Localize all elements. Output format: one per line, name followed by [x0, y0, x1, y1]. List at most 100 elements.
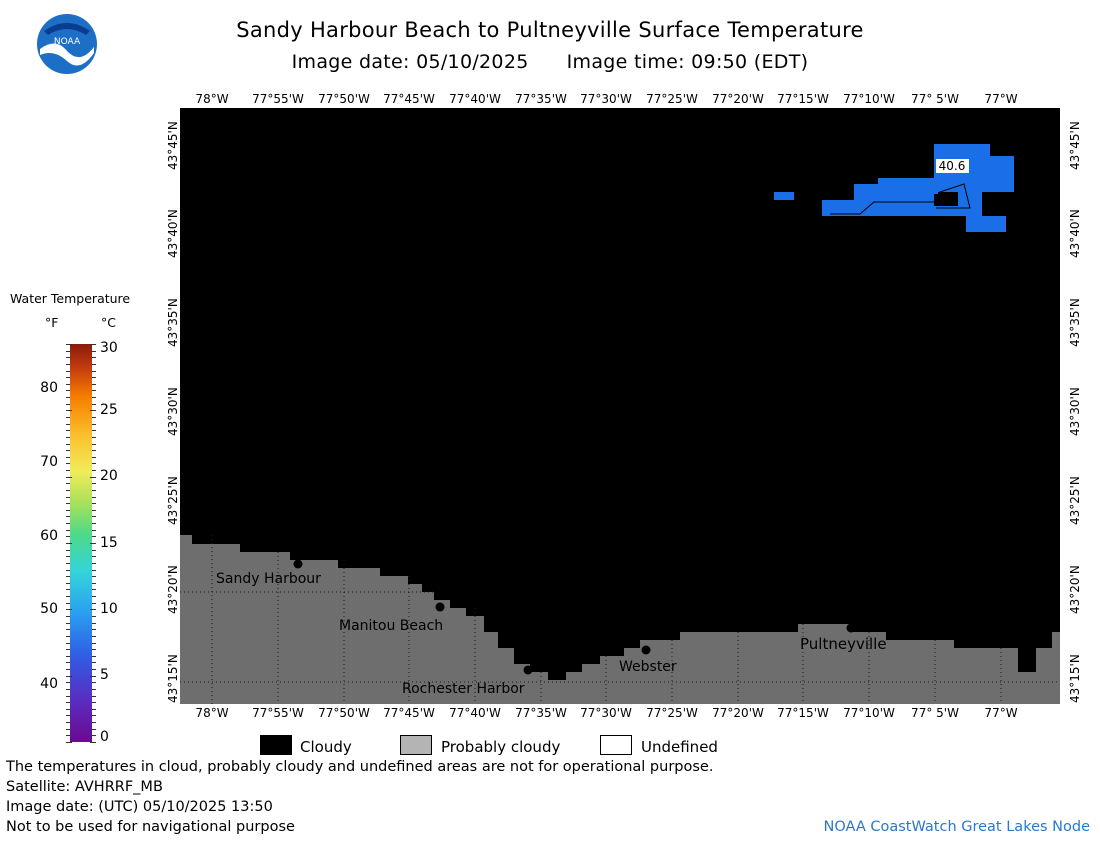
- fahrenheit-tick: 40: [40, 676, 58, 692]
- temperature-color-bar: [70, 344, 92, 742]
- place-label: Pultneyville: [800, 635, 887, 653]
- colorbar-minor-tick: [92, 708, 96, 710]
- colorbar-minor-tick: [92, 503, 96, 505]
- colorbar-minor-tick: [92, 516, 96, 518]
- colorbar-minor-tick: [66, 489, 70, 491]
- celsius-tick: 5: [100, 667, 109, 683]
- colorbar-minor-tick: [92, 403, 96, 405]
- lon-label: 77°10'W: [843, 92, 895, 106]
- lon-label: 77°W: [984, 92, 1018, 106]
- colorbar-minor-tick: [66, 562, 70, 564]
- lon-label: 78°W: [195, 706, 229, 720]
- colorbar-minor-tick: [66, 708, 70, 710]
- lat-label: 43°20'N: [1068, 565, 1082, 614]
- lat-label: 43°30'N: [1068, 387, 1082, 436]
- lat-label: 43°45'N: [1068, 121, 1082, 170]
- colorbar-minor-tick: [66, 622, 70, 624]
- lat-label: 43°30'N: [166, 387, 180, 436]
- colorbar-minor-tick: [66, 556, 70, 558]
- colorbar-minor-tick: [90, 742, 96, 743]
- colorbar-minor-tick: [66, 589, 70, 591]
- lon-label: 77°W: [984, 706, 1018, 720]
- colorbar-minor-tick: [66, 642, 70, 644]
- colorbar-minor-tick: [92, 463, 96, 465]
- colorbar-minor-tick: [92, 377, 96, 379]
- colorbar-minor-tick: [66, 649, 70, 651]
- colorbar-minor-tick: [66, 629, 70, 631]
- colorbar-minor-tick: [66, 370, 70, 372]
- page-title: Sandy Harbour Beach to Pultneyville Surf…: [236, 18, 864, 42]
- colorbar-minor-tick: [66, 363, 70, 365]
- colorbar-minor-tick: [66, 655, 70, 657]
- colorbar-minor-tick: [66, 503, 70, 505]
- colorbar-minor-tick: [92, 536, 96, 538]
- colorbar-minor-tick: [66, 410, 72, 412]
- legend-label-probably-cloudy: Probably cloudy: [441, 738, 561, 756]
- colorbar-minor-tick: [92, 450, 96, 452]
- celsius-tick: 0: [100, 729, 109, 745]
- sst-contour: [830, 183, 971, 215]
- place-label: Webster: [619, 659, 677, 675]
- colorbar-minor-tick: [92, 589, 96, 591]
- colorbar-minor-tick: [66, 543, 72, 544]
- colorbar-minor-tick: [66, 523, 70, 525]
- colorbar-minor-tick: [66, 675, 72, 677]
- colorbar-minor-tick: [66, 350, 70, 352]
- celsius-tick: 30: [100, 340, 118, 356]
- lon-label: 77°30'W: [580, 706, 632, 720]
- colorbar-minor-tick: [92, 363, 96, 365]
- colorbar-minor-tick: [66, 390, 70, 392]
- colorbar-minor-tick: [66, 742, 72, 743]
- colorbar-minor-tick: [66, 357, 70, 359]
- graticule: [180, 535, 1060, 704]
- unit-fahrenheit: °F: [45, 315, 59, 330]
- colorbar-minor-tick: [66, 722, 70, 724]
- legend-label-undefined: Undefined: [641, 738, 718, 756]
- place-label: Manitou Beach: [339, 618, 443, 634]
- colorbar-minor-tick: [92, 622, 96, 624]
- colorbar-minor-tick: [66, 377, 70, 379]
- colorbar-minor-tick: [92, 383, 96, 385]
- colorbar-minor-tick: [66, 483, 70, 485]
- colorbar-minor-tick: [66, 602, 70, 604]
- colorbar-minor-tick: [92, 629, 96, 631]
- colorbar-minor-tick: [66, 430, 70, 432]
- marker-manitou-beach: [435, 602, 445, 612]
- colorbar-minor-tick: [66, 383, 70, 385]
- colorbar-minor-tick: [66, 728, 70, 730]
- image-time: Image time: 09:50 (EDT): [566, 51, 809, 73]
- celsius-tick: 15: [100, 535, 118, 551]
- lon-label: 77°25'W: [646, 706, 698, 720]
- colorbar-minor-tick: [92, 350, 96, 352]
- colorbar-minor-tick: [92, 470, 96, 472]
- logo-text: NOAA: [54, 37, 81, 47]
- colorbar-minor-tick: [92, 669, 96, 671]
- lon-label: 77° 5'W: [911, 706, 959, 720]
- colorbar-minor-tick: [92, 549, 96, 551]
- credit-text: NOAA CoastWatch Great Lakes Node: [823, 819, 1090, 835]
- legend-swatch-probably-cloudy: [400, 735, 432, 755]
- colorbar-minor-tick: [66, 662, 70, 664]
- legend-swatch-undefined: [600, 735, 632, 755]
- colorbar-minor-tick: [66, 576, 70, 578]
- colorbar-minor-tick: [66, 695, 70, 697]
- colorbar-minor-tick: [92, 615, 96, 617]
- colorbar-minor-tick: [92, 416, 96, 418]
- colorbar-minor-tick: [92, 635, 96, 637]
- lat-label: 43°15'N: [166, 654, 180, 703]
- colorbar-minor-tick: [92, 695, 96, 697]
- lon-label: 77°10'W: [843, 706, 895, 720]
- lon-label: 77°50'W: [318, 706, 370, 720]
- colorbar-minor-tick: [66, 549, 70, 551]
- colorbar-minor-tick: [92, 702, 96, 704]
- colorbar-minor-tick: [66, 397, 70, 399]
- lon-label: 77°40'W: [449, 92, 501, 106]
- noaa-logo: NOAA: [37, 14, 97, 74]
- lat-label: 43°20'N: [166, 565, 180, 614]
- colorbar-minor-tick: [92, 662, 96, 664]
- colorbar-minor-tick: [92, 523, 96, 525]
- colorbar-minor-tick: [66, 529, 70, 531]
- colorbar-minor-tick: [92, 655, 96, 657]
- celsius-tick: 20: [100, 468, 118, 484]
- place-markers: [293, 559, 856, 675]
